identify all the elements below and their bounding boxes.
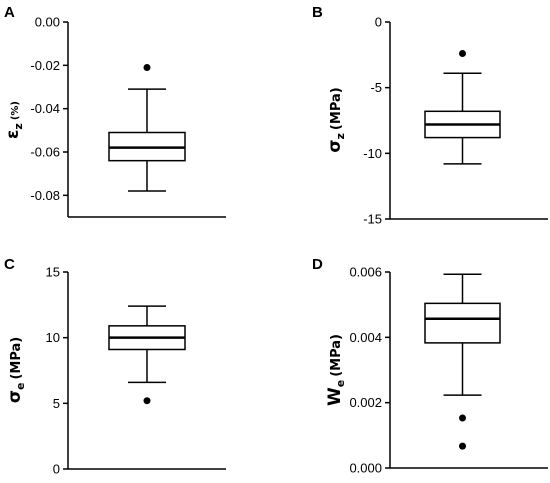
y-tick-label: 0.004 bbox=[349, 330, 382, 345]
outlier-point bbox=[459, 442, 466, 450]
panel-letter: A bbox=[4, 4, 15, 21]
y-tick-label: 15 bbox=[46, 265, 60, 280]
panel-d: D 0.006 0.004 0.002 0.000 We(MPa) bbox=[312, 256, 548, 476]
y-tick-label: -5 bbox=[370, 80, 382, 95]
panel-letter: B bbox=[312, 4, 323, 21]
y-tick-label: 5 bbox=[53, 396, 60, 411]
y-axis-label: We(MPa) bbox=[325, 334, 347, 406]
y-tick-label: 0.00 bbox=[35, 15, 60, 30]
y-tick-label: -10 bbox=[363, 146, 382, 161]
panel-letter: D bbox=[312, 256, 323, 273]
outlier-point bbox=[459, 414, 466, 422]
y-tick-label: 0 bbox=[375, 15, 382, 30]
y-tick-label: -0.06 bbox=[30, 145, 60, 160]
y-tick-label: 0.006 bbox=[349, 265, 382, 280]
y-axis-label: σz(MPa) bbox=[325, 87, 347, 152]
panel-letter: C bbox=[4, 256, 15, 273]
outlier-point bbox=[143, 397, 151, 405]
y-tick-label: 0.002 bbox=[349, 395, 382, 410]
y-tick-label: 10 bbox=[46, 330, 60, 345]
panel-c: C 15 10 5 0 σe(MPa) bbox=[4, 256, 226, 477]
outlier-point bbox=[459, 50, 466, 58]
y-axis-label: σe(MPa) bbox=[5, 337, 27, 404]
y-tick-label: -0.04 bbox=[30, 101, 60, 116]
panel-a: A 0.00 -0.02 -0.04 -0.06 -0.08 εz(%) bbox=[3, 4, 226, 218]
panel-b: B 0 -5 -10 -15 σz(MPa) bbox=[312, 4, 548, 227]
y-tick-label: 0 bbox=[53, 462, 60, 477]
y-tick-label: -0.02 bbox=[30, 58, 60, 73]
outlier-point bbox=[143, 64, 151, 71]
y-tick-label: -15 bbox=[363, 212, 382, 227]
y-tick-label: 0.000 bbox=[349, 461, 382, 476]
iqr-box bbox=[424, 302, 501, 344]
y-axis-label: εz(%) bbox=[3, 101, 25, 139]
y-tick-label: -0.08 bbox=[30, 188, 60, 203]
